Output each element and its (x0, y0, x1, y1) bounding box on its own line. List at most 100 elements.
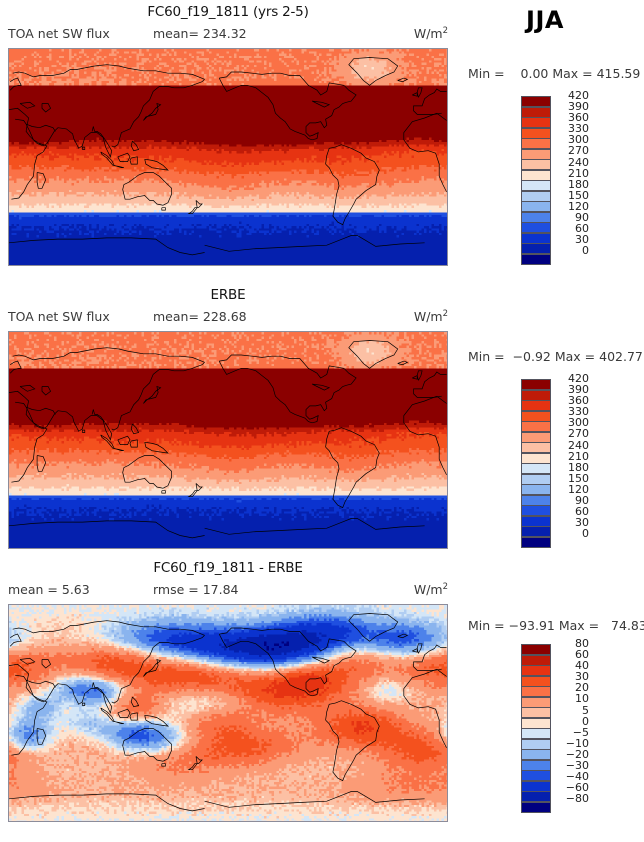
colorbar-band (521, 96, 551, 108)
colorbar-tick-label: 90 (575, 494, 589, 508)
colorbar-band (521, 138, 551, 150)
colorbar-band (521, 222, 551, 234)
colorbar-band (521, 463, 551, 475)
panel-title: FC60_f19_1811 - ERBE (153, 560, 303, 576)
colorbar-band (521, 442, 551, 454)
colorbar-band (521, 421, 551, 433)
colorbar-tick-label: 60 (575, 505, 589, 519)
colorbar-tick-label: 20 (575, 681, 589, 695)
panel-center-label: mean= 228.68 (153, 309, 247, 324)
panel-left-label: TOA net SW flux (8, 26, 110, 41)
colorbar-band (521, 707, 551, 719)
colorbar-band (521, 717, 551, 729)
colorbar-tick-label: 40 (575, 659, 589, 673)
colorbar-band (521, 644, 551, 656)
colorbar (521, 379, 551, 548)
colorbar-tick-label: 210 (568, 166, 589, 180)
colorbar-band (521, 749, 551, 761)
colorbar-band (521, 654, 551, 666)
colorbar-tick-label: 390 (568, 383, 589, 397)
colorbar-tick-label: 180 (568, 177, 589, 191)
colorbar-band (521, 389, 551, 401)
colorbar-tick-label: 270 (568, 144, 589, 158)
panel-title: ERBE (210, 287, 246, 303)
colorbar-tick-label: −60 (565, 781, 589, 795)
panel-left-label: mean = 5.63 (8, 582, 90, 597)
map-plot (8, 48, 448, 266)
colorbar-band (521, 180, 551, 192)
colorbar-tick-label: 120 (568, 199, 589, 213)
colorbar-tick-label: 180 (568, 460, 589, 474)
colorbar-band (521, 728, 551, 740)
colorbar-band (521, 494, 551, 506)
colorbar-tick-label: 150 (568, 471, 589, 485)
colorbar-band (521, 400, 551, 412)
minmax-label: Min = −0.92 Max = 402.77 (468, 349, 643, 364)
colorbar-tick-label: 0 (582, 527, 589, 541)
colorbar-tick-label: 150 (568, 188, 589, 202)
colorbar-band (521, 473, 551, 485)
colorbar-band (521, 452, 551, 464)
colorbar-tick-label: 300 (568, 133, 589, 147)
colorbar-tick-label: 330 (568, 122, 589, 136)
colorbar-tick-label: 10 (575, 692, 589, 706)
colorbar-tick-label: 120 (568, 482, 589, 496)
panel-units-label: W/m2 (413, 26, 448, 42)
colorbar-tick-label: −40 (565, 770, 589, 784)
colorbar-tick-label: −5 (572, 725, 589, 739)
colorbar-tick-labels: 80 60 40 30 20 10 5 0 −5 −10 −20 −30 −40 −60 −80 (555, 637, 589, 805)
panel-title: FC60_f19_1811 (yrs 2-5) (147, 4, 309, 20)
colorbar-band (521, 686, 551, 698)
colorbar-band (521, 201, 551, 213)
colorbar-band (521, 190, 551, 202)
panel-left-label: TOA net SW flux (8, 309, 110, 324)
colorbar (521, 96, 551, 265)
colorbar-tick-label: 30 (575, 233, 589, 247)
colorbar-band (521, 515, 551, 527)
colorbar-tick-label: 60 (575, 222, 589, 236)
colorbar-tick-label: 240 (568, 438, 589, 452)
minmax-label: Min = 0.00 Max = 415.59 (468, 66, 641, 81)
colorbar-band (521, 379, 551, 391)
colorbar-band (521, 211, 551, 223)
colorbar-tick-label: −10 (565, 736, 589, 750)
panel-header: TOA net SW flux mean= 228.68 W/m2 (8, 309, 448, 325)
season-label: JJA (526, 6, 564, 34)
colorbar-tick-label: 5 (582, 703, 589, 717)
colorbar-band (521, 536, 551, 548)
colorbar-tick-label: 330 (568, 405, 589, 419)
colorbar-band (521, 801, 551, 813)
colorbar-tick-label: 240 (568, 155, 589, 169)
colorbar-tick-label: 80 (575, 637, 589, 650)
panel-header: TOA net SW flux mean= 234.32 W/m2 (8, 26, 448, 42)
colorbar-band (521, 106, 551, 118)
colorbar-tick-label: −30 (565, 759, 589, 773)
colorbar-tick-label: 420 (568, 89, 589, 102)
colorbar-band (521, 431, 551, 443)
colorbar-band (521, 169, 551, 181)
colorbar-band (521, 253, 551, 265)
colorbar-band (521, 243, 551, 255)
colorbar-band (521, 738, 551, 750)
panel-center-label: mean= 234.32 (153, 26, 247, 41)
panel-units-label: W/m2 (413, 309, 448, 325)
colorbar-band (521, 127, 551, 139)
panel-header: mean = 5.63 rmse = 17.84 W/m2 (8, 582, 448, 598)
colorbar-tick-label: 390 (568, 100, 589, 114)
colorbar-tick-label: 30 (575, 516, 589, 530)
colorbar-band (521, 665, 551, 677)
colorbar (521, 644, 551, 813)
minmax-label: Min = −93.91 Max = 74.83 (468, 618, 644, 633)
colorbar-tick-label: 360 (568, 394, 589, 408)
colorbar-band (521, 759, 551, 771)
colorbar-band (521, 484, 551, 496)
panel-center-label: rmse = 17.84 (153, 582, 239, 597)
colorbar-tick-label: 60 (575, 648, 589, 662)
colorbar-tick-label: 0 (582, 244, 589, 258)
colorbar-band (521, 232, 551, 244)
colorbar-band (521, 159, 551, 171)
colorbar-band (521, 780, 551, 792)
colorbar-tick-label: −20 (565, 747, 589, 761)
colorbar-tick-label: 210 (568, 449, 589, 463)
colorbar-band (521, 770, 551, 782)
